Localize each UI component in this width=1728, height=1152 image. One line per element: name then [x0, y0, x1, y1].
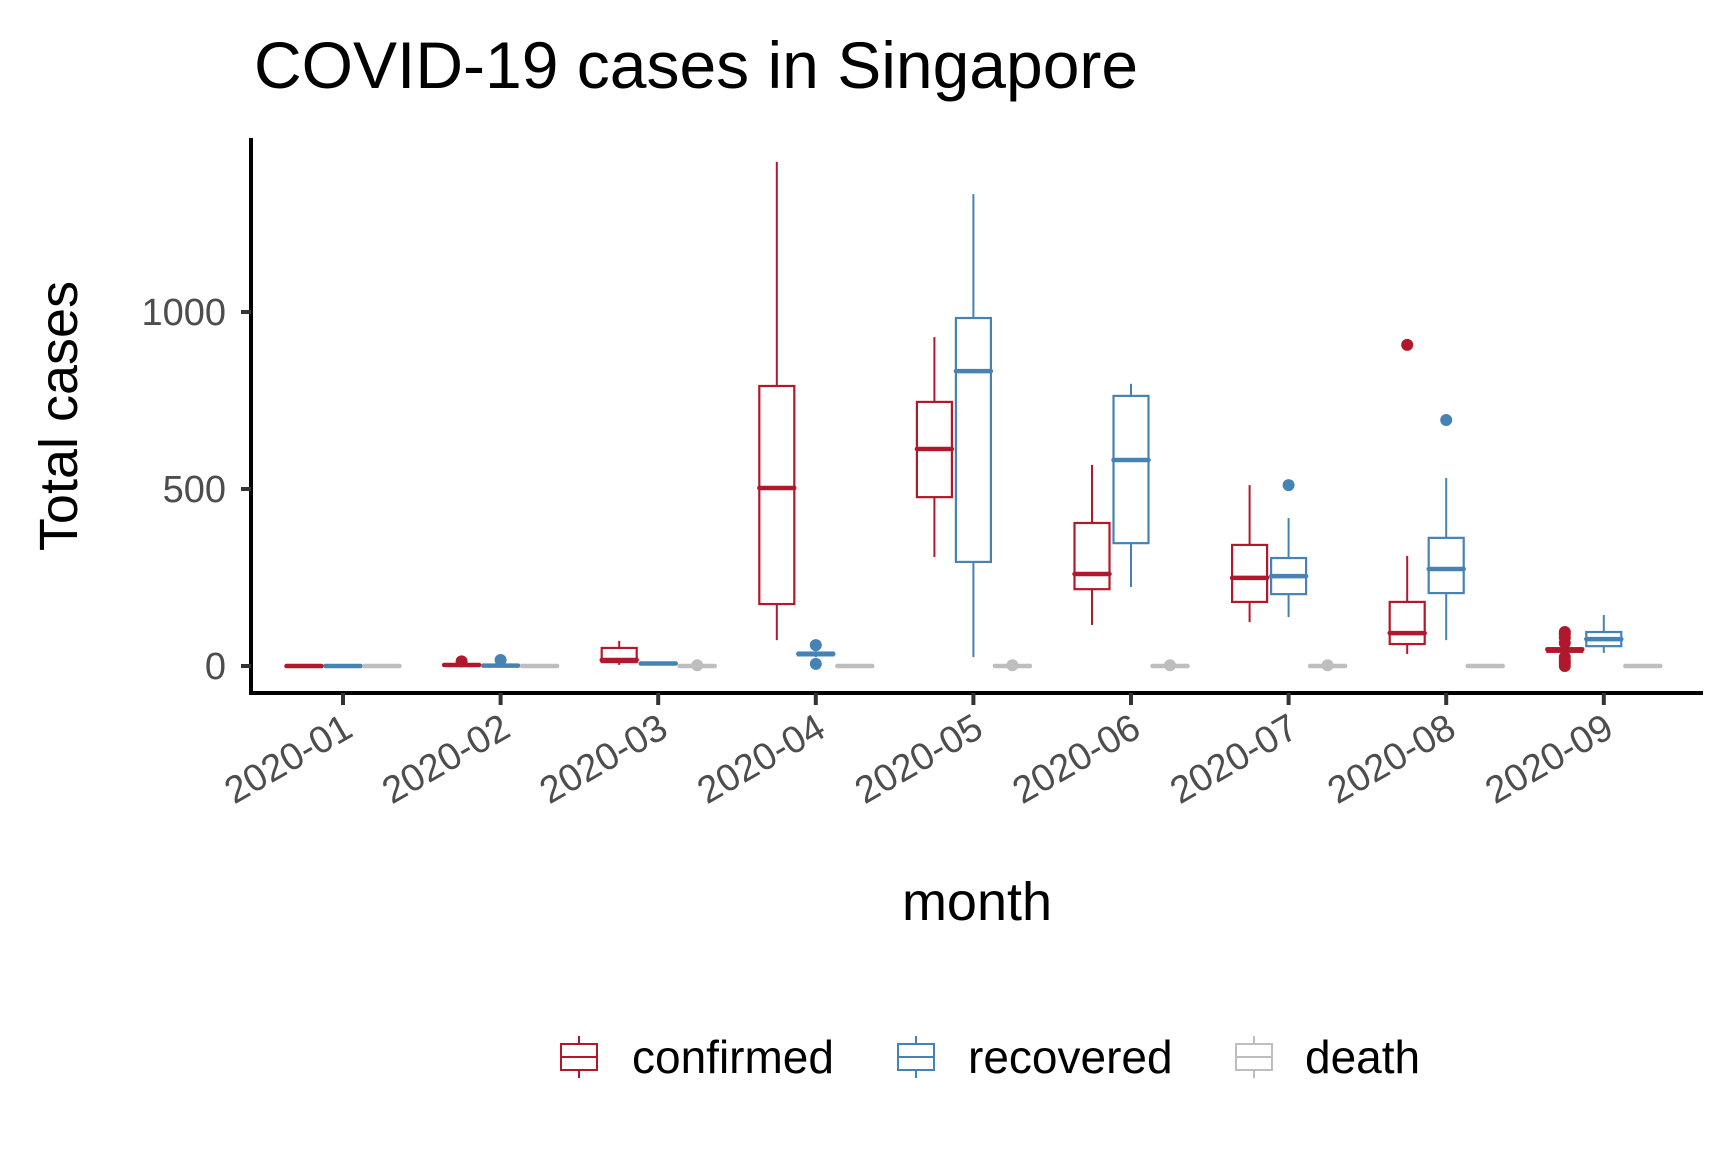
box-confirmed-2020-03 [599, 640, 639, 665]
outlier-point [455, 655, 468, 668]
x-tick-label: 2020-05 [848, 706, 990, 812]
box-confirmed-2020-02 [441, 655, 482, 668]
box-confirmed-2020-08 [1387, 338, 1427, 654]
box-confirmed-2020-05 [914, 337, 955, 557]
outlier-point [494, 653, 507, 666]
legend: confirmed recovered death [560, 1031, 1420, 1083]
x-axis-ticks: 2020-01 2020-02 2020-03 2020-04 2020-05 2020-… [218, 693, 1621, 813]
box-recovered-2020-08 [1426, 413, 1466, 641]
box-recovered-2020-06 [1111, 383, 1151, 588]
legend-key-boxplot-icon [1235, 1036, 1273, 1078]
box-recovered-2020-09 [1584, 615, 1624, 653]
x-tick-label: 2020-03 [533, 706, 675, 812]
x-tick-label: 2020-09 [1479, 706, 1621, 812]
outlier-point [1440, 413, 1453, 426]
y-tick-label: 0 [205, 646, 226, 688]
box-death-2020-05 [992, 659, 1033, 672]
outlier-point [691, 659, 704, 672]
y-tick-label: 1000 [141, 292, 226, 334]
box-recovered-2020-07 [1268, 479, 1309, 618]
outlier-point [1321, 659, 1334, 672]
box-death-2020-06 [1150, 659, 1190, 672]
box-iqr [1112, 394, 1150, 545]
x-tick-label: 2020-01 [218, 706, 360, 812]
outlier-point [1006, 659, 1019, 672]
box-death-2020-03 [677, 659, 717, 672]
outlier-point [1282, 479, 1295, 492]
legend-label: recovered [968, 1031, 1173, 1083]
box-iqr [758, 384, 796, 606]
outlier-point [1164, 659, 1176, 672]
box-iqr [954, 316, 993, 564]
box-confirmed-2020-09 [1545, 626, 1585, 672]
box-recovered-2020-02 [480, 653, 521, 668]
outlier-point [809, 639, 822, 652]
legend-item-death: death [1235, 1031, 1420, 1083]
box-recovered-2020-03 [638, 661, 678, 666]
legend-item-confirmed: confirmed [560, 1031, 834, 1083]
x-tick-label: 2020-07 [1163, 706, 1305, 812]
box-iqr [1388, 600, 1426, 646]
legend-label: confirmed [632, 1031, 834, 1083]
box-iqr [1427, 536, 1465, 595]
box-recovered-2020-05 [953, 194, 994, 658]
box-confirmed-2020-06 [1072, 464, 1112, 625]
x-axis-title: month [902, 872, 1052, 932]
plot-area [284, 161, 1663, 672]
chart-title: COVID-19 cases in Singapore [254, 28, 1138, 102]
outlier-point [1558, 626, 1571, 639]
y-axis-ticks: 0 500 1000 [141, 292, 251, 688]
legend-label: death [1305, 1031, 1420, 1083]
x-tick-label: 2020-08 [1321, 706, 1463, 812]
legend-key-boxplot-icon [897, 1036, 935, 1078]
y-axis-title: Total cases [29, 281, 89, 551]
y-tick-label: 500 [163, 469, 226, 511]
x-tick-label: 2020-02 [375, 706, 517, 812]
box-confirmed-2020-07 [1229, 485, 1270, 623]
legend-key-boxplot-icon [560, 1036, 598, 1078]
x-tick-label: 2020-04 [691, 706, 833, 812]
legend-item-recovered: recovered [897, 1031, 1173, 1083]
box-confirmed-2020-04 [757, 161, 797, 641]
outlier-point [1401, 338, 1414, 351]
box-recovered-2020-04 [796, 639, 836, 670]
box-death-2020-07 [1307, 659, 1348, 672]
box-iqr [1230, 543, 1269, 604]
outlier-point [1558, 651, 1571, 664]
box-iqr [1073, 521, 1111, 591]
outlier-point [809, 657, 822, 670]
x-tick-label: 2020-06 [1006, 706, 1148, 812]
